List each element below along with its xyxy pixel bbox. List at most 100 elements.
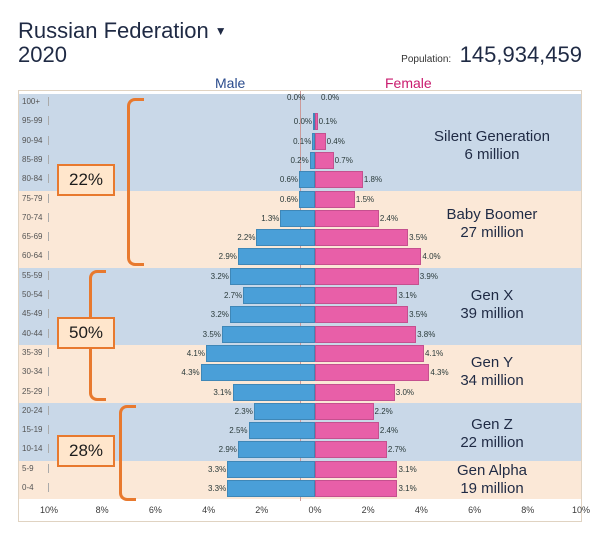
female-bar: 2.4% xyxy=(315,210,379,227)
female-bar: 3.5% xyxy=(315,229,408,246)
male-bar-value: 0.6% xyxy=(272,175,298,184)
male-bar-value: 4.1% xyxy=(179,349,205,358)
x-axis-tick: 4% xyxy=(409,505,433,515)
x-axis-tick: 10% xyxy=(37,505,61,515)
female-bar: 2.2% xyxy=(315,403,374,420)
generation-label: Gen X39 million xyxy=(417,287,567,323)
female-bar: 2.7% xyxy=(315,441,387,458)
male-bar-value: 3.5% xyxy=(195,330,221,339)
male-bar: 2.7% xyxy=(243,287,315,304)
female-bar: 3.1% xyxy=(315,480,397,497)
male-bar: 2.9% xyxy=(238,248,315,265)
group-percent-callout: 50% xyxy=(57,317,115,349)
population-caption: Population: xyxy=(401,54,451,65)
female-bar-value: 0.7% xyxy=(335,156,361,165)
x-axis-tick: 6% xyxy=(143,505,167,515)
male-bar-value: 2.9% xyxy=(211,445,237,454)
female-bar-value: 1.5% xyxy=(356,195,382,204)
x-axis-tick: 4% xyxy=(197,505,221,515)
female-bar-value: 1.8% xyxy=(364,175,390,184)
female-bar: 4.0% xyxy=(315,248,421,265)
age-bracket-label: 45-49 xyxy=(19,309,49,318)
female-bar: 0.7% xyxy=(315,152,334,169)
country-selector[interactable]: Russian Federation ▼ xyxy=(18,18,227,44)
age-bracket-label: 65-69 xyxy=(19,232,49,241)
bracket-icon xyxy=(127,98,144,266)
male-bar: 2.2% xyxy=(256,229,315,246)
male-bar-value: 3.3% xyxy=(200,465,226,474)
male-bar-value: 0.0% xyxy=(286,117,312,126)
female-bar: 3.0% xyxy=(315,384,395,401)
population-block: Population: 145,934,459 xyxy=(401,42,582,68)
male-bar: 3.3% xyxy=(227,480,315,497)
male-heading: Male xyxy=(215,75,245,91)
group-percent-callout: 28% xyxy=(57,435,115,467)
male-bar: 0.6% xyxy=(299,171,315,188)
age-bracket-label: 80-84 xyxy=(19,174,49,183)
female-bar-value: 0.4% xyxy=(327,137,353,146)
male-bar-value: 3.2% xyxy=(203,272,229,281)
male-bar: 3.2% xyxy=(230,268,315,285)
male-bar: 2.9% xyxy=(238,441,315,458)
generation-label: Baby Boomer27 million xyxy=(417,206,567,242)
x-axis-tick: 2% xyxy=(250,505,274,515)
generation-title: Baby Boomer xyxy=(417,206,567,224)
x-axis-tick: 6% xyxy=(463,505,487,515)
female-bar: 0.1% xyxy=(315,113,318,130)
bracket-icon xyxy=(119,405,136,502)
male-bar: 4.3% xyxy=(201,364,315,381)
male-bar: 2.3% xyxy=(254,403,315,420)
male-bar: 3.2% xyxy=(230,306,315,323)
female-bar-value: 2.7% xyxy=(388,445,414,454)
x-axis-tick: 2% xyxy=(356,505,380,515)
male-bar-value: 3.2% xyxy=(203,310,229,319)
male-bar-value: 2.5% xyxy=(222,426,248,435)
male-bar-value: 4.3% xyxy=(174,368,200,377)
male-bar-value: 0.6% xyxy=(272,195,298,204)
x-axis-tick: 0% xyxy=(303,505,327,515)
age-bracket-label: 20-24 xyxy=(19,406,49,415)
female-bar: 1.8% xyxy=(315,171,363,188)
generation-title: Silent Generation xyxy=(417,128,567,146)
age-bracket-label: 60-64 xyxy=(19,251,49,260)
x-axis-tick: 8% xyxy=(90,505,114,515)
x-axis-tick: 8% xyxy=(516,505,540,515)
generation-count: 39 million xyxy=(417,305,567,323)
age-bracket-label: 100+ xyxy=(19,97,49,106)
top-zero-female: 0.0% xyxy=(321,93,339,102)
x-axis-tick: 10% xyxy=(569,505,593,515)
generation-count: 22 million xyxy=(417,434,567,452)
female-bar: 4.1% xyxy=(315,345,424,362)
female-bar: 1.5% xyxy=(315,191,355,208)
age-bracket-label: 30-34 xyxy=(19,367,49,376)
generation-title: Gen Y xyxy=(417,354,567,372)
age-bracket-label: 40-44 xyxy=(19,329,49,338)
male-bar-value: 2.3% xyxy=(227,407,253,416)
age-bracket-label: 15-19 xyxy=(19,425,49,434)
generation-count: 6 million xyxy=(417,146,567,164)
age-bracket-label: 75-79 xyxy=(19,194,49,203)
age-bracket-label: 95-99 xyxy=(19,116,49,125)
generation-title: Gen X xyxy=(417,287,567,305)
female-bar-value: 3.9% xyxy=(420,272,446,281)
female-bar-value: 0.1% xyxy=(319,117,345,126)
female-bar: 3.9% xyxy=(315,268,419,285)
male-bar: 4.1% xyxy=(206,345,315,362)
female-bar-value: 2.4% xyxy=(380,214,406,223)
age-bracket-label: 10-14 xyxy=(19,444,49,453)
generation-title: Gen Z xyxy=(417,416,567,434)
female-bar-value: 4.0% xyxy=(422,252,448,261)
male-bar-value: 2.7% xyxy=(216,291,242,300)
male-bar: 3.1% xyxy=(233,384,315,401)
generation-label: Gen Z22 million xyxy=(417,416,567,452)
male-bar-value: 2.9% xyxy=(211,252,237,261)
age-bracket-label: 5-9 xyxy=(19,464,49,473)
age-bracket-label: 90-94 xyxy=(19,136,49,145)
female-bar: 3.1% xyxy=(315,461,397,478)
female-bar-value: 2.2% xyxy=(375,407,401,416)
male-bar-value: 1.3% xyxy=(253,214,279,223)
generation-count: 19 million xyxy=(417,480,567,498)
generation-label: Silent Generation6 million xyxy=(417,128,567,164)
male-bar: 3.5% xyxy=(222,326,315,343)
male-bar: 3.3% xyxy=(227,461,315,478)
